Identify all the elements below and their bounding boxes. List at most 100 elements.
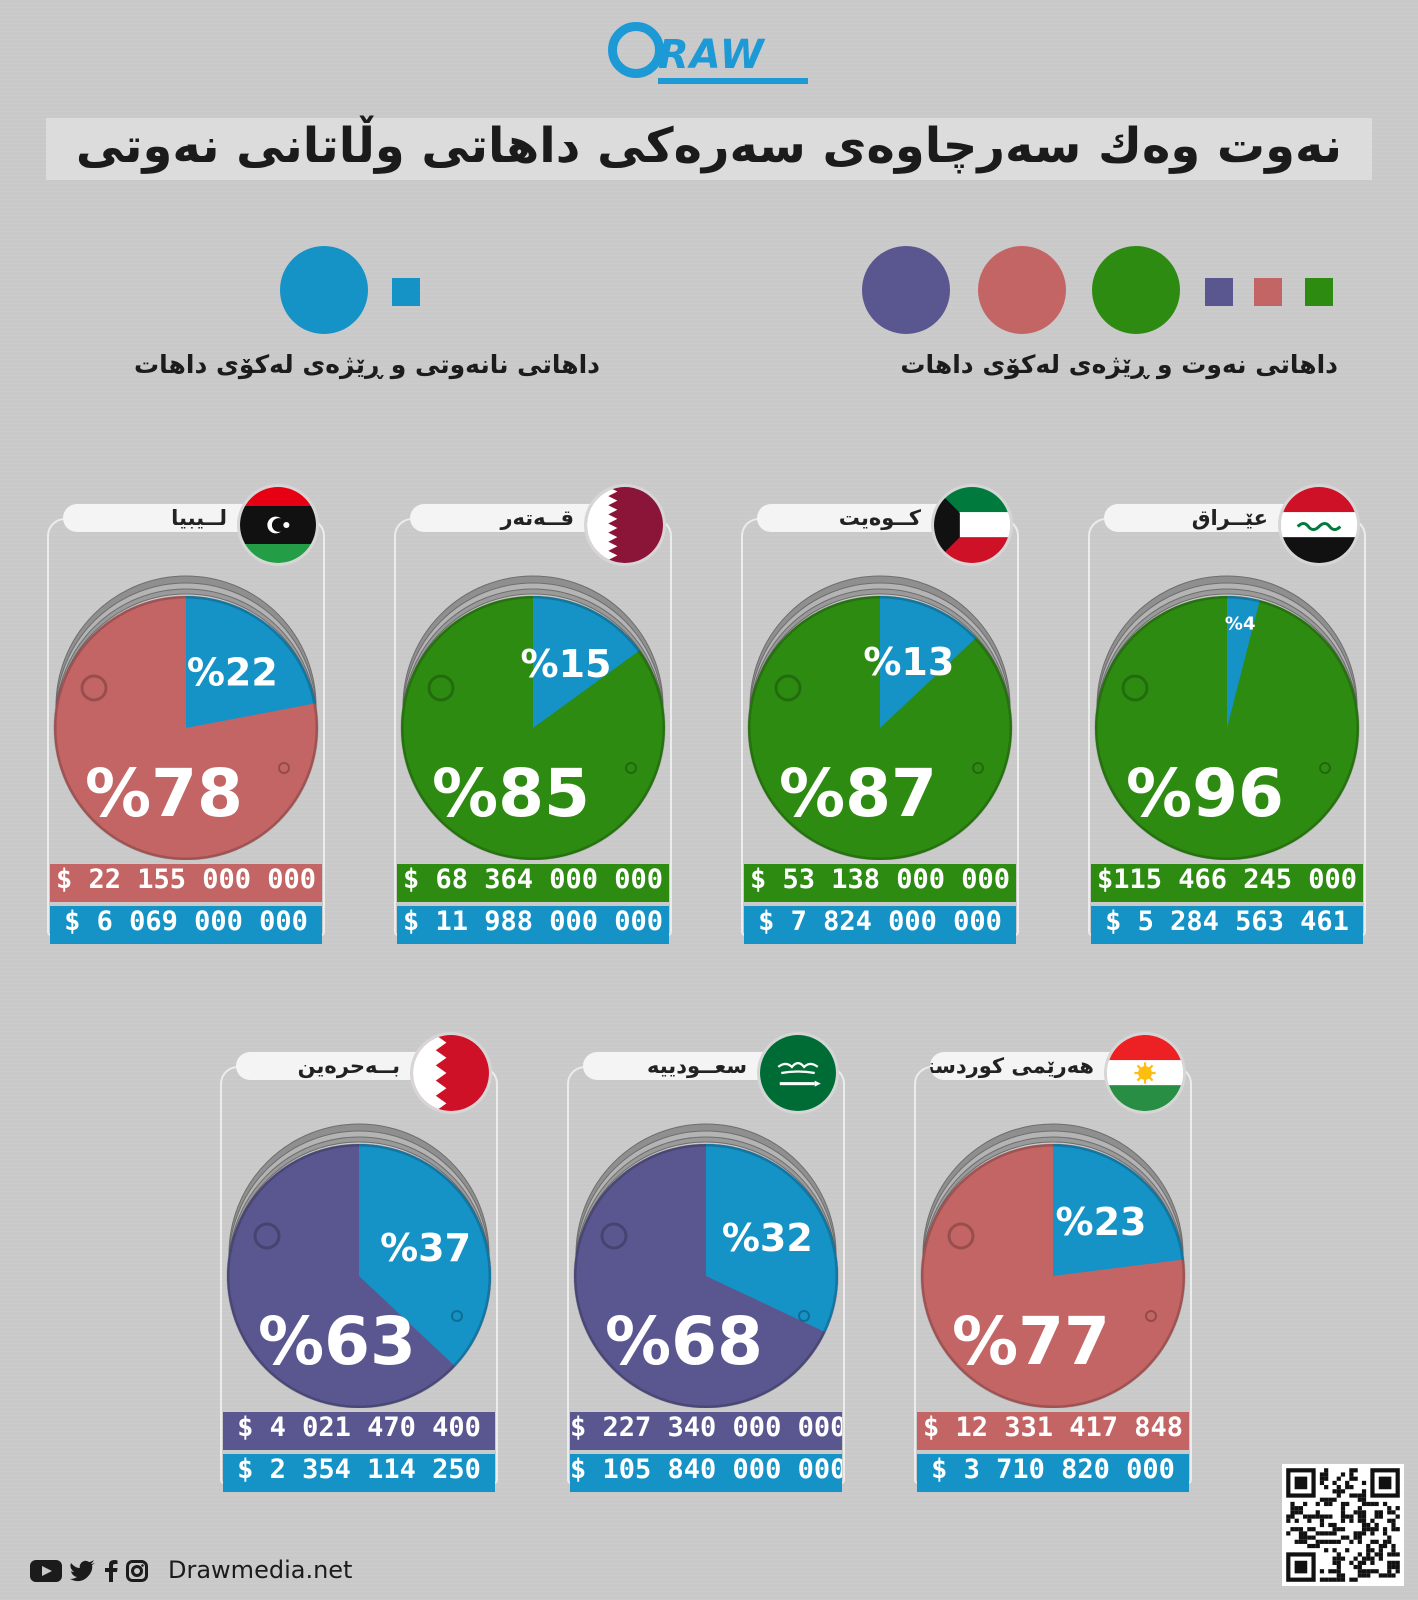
youtube-icon[interactable] bbox=[30, 1560, 62, 1586]
barrel-bung-icon bbox=[947, 1222, 975, 1250]
country-name: لــيبيا bbox=[63, 504, 273, 532]
iraq-flag-icon bbox=[1278, 484, 1360, 566]
legend-swatch-green bbox=[1305, 278, 1333, 306]
oil-revenue: $ 227 340 000 000 bbox=[570, 1412, 842, 1450]
legend-swatch-purple bbox=[1205, 278, 1233, 306]
barrel-bung-icon bbox=[451, 1310, 463, 1322]
legend-circle-purple bbox=[862, 246, 950, 334]
oil-revenue: $115 466 245 000 bbox=[1091, 864, 1363, 902]
nonoil-revenue: $ 5 284 563 461 bbox=[1091, 906, 1363, 944]
nonoil-slice bbox=[1053, 1144, 1184, 1276]
instagram-icon[interactable] bbox=[126, 1560, 148, 1586]
nonoil-revenue: $ 6 069 000 000 bbox=[50, 906, 322, 944]
barrel-bung-icon bbox=[253, 1222, 281, 1250]
barrel-bung-icon bbox=[774, 674, 802, 702]
oil-revenue: $ 12 331 417 848 bbox=[917, 1412, 1189, 1450]
barrel-bung-icon bbox=[80, 674, 108, 702]
barrel-bung-icon bbox=[278, 762, 290, 774]
oil-pct-label: %85 bbox=[432, 755, 590, 832]
pie-chart: %23 %77 bbox=[914, 1108, 1192, 1408]
website-url[interactable]: Drawmedia.net bbox=[168, 1556, 353, 1584]
barrel-edge bbox=[747, 595, 1013, 860]
barrel-bung-icon bbox=[1145, 1310, 1157, 1322]
nonoil-slice bbox=[533, 596, 640, 728]
logo-underline bbox=[658, 78, 808, 84]
nonoil-revenue: $ 3 710 820 000 bbox=[917, 1454, 1189, 1492]
saudi-flag-icon bbox=[757, 1032, 839, 1114]
nonoil-pct-label: %13 bbox=[863, 640, 954, 684]
legend-circle-blue bbox=[280, 246, 368, 334]
nonoil-pct-label: %37 bbox=[380, 1226, 471, 1270]
nonoil-revenue: $ 11 988 000 000 bbox=[397, 906, 669, 944]
barrel-bung-icon bbox=[625, 762, 637, 774]
page-title: نەوت وەك سەرچاوەی سەرەكی داهاتی وڵاتانی … bbox=[75, 118, 1343, 174]
country-card-kuwait: كــوەيت %13 %87 $ 53 138 000 000 $ 7 824 … bbox=[741, 484, 1019, 944]
barrel-bung-icon bbox=[1319, 762, 1331, 774]
nonoil-slice bbox=[1227, 596, 1260, 728]
libya-flag-icon bbox=[237, 484, 319, 566]
oil-revenue: $ 4 021 470 400 bbox=[223, 1412, 495, 1450]
nonoil-slice bbox=[359, 1144, 491, 1367]
nonoil-revenue: $ 7 824 000 000 bbox=[744, 906, 1016, 944]
logo-ring-icon bbox=[608, 22, 664, 78]
country-card-saudi: سعــوديیە %32 %68 $ 227 340 000 000 $ 105… bbox=[567, 1032, 845, 1492]
social-icons bbox=[30, 1558, 148, 1588]
barrel-edge bbox=[573, 1143, 839, 1408]
legend-nonoil-label: داهاتی نانەوتی و ڕێژەی لەكۆی داهات bbox=[134, 350, 600, 379]
barrel-edge bbox=[226, 1143, 492, 1408]
barrel-bung-icon bbox=[600, 1222, 628, 1250]
barrel-bung-icon bbox=[427, 674, 455, 702]
pie-chart: %37 %63 bbox=[220, 1108, 498, 1408]
kurdistan-flag-icon bbox=[1104, 1032, 1186, 1114]
oil-pct-label: %77 bbox=[952, 1303, 1110, 1380]
country-card-libya: لــيبيا %22 %78 $ 22 155 000 000 $ 6 069 … bbox=[47, 484, 325, 944]
draw-logo: RAW bbox=[608, 22, 818, 92]
legend-oil-label: داهاتی نەوت و ڕێژەی لەكۆی داهات bbox=[900, 350, 1338, 379]
nonoil-pct-label: %22 bbox=[187, 651, 278, 695]
country-card-bahrain: بــەحرەین %37 %63 $ 4 021 470 400 $ 2 354… bbox=[220, 1032, 498, 1492]
legend-circle-green bbox=[1092, 246, 1180, 334]
country-card-kurdistan: هەرێمی كوردستان %23%77 $ 12 331 417 848 … bbox=[914, 1032, 1192, 1492]
pie-chart: %22 %78 bbox=[47, 560, 325, 860]
pie-chart: %32 %68 bbox=[567, 1108, 845, 1408]
nonoil-revenue: $ 2 354 114 250 bbox=[223, 1454, 495, 1492]
pie-chart: %4 %96 bbox=[1088, 560, 1366, 860]
nonoil-pct-label: %4 bbox=[1225, 614, 1256, 635]
oil-pct-label: %87 bbox=[779, 755, 937, 832]
legend-circle-red bbox=[978, 246, 1066, 334]
qr-code-icon bbox=[1282, 1464, 1404, 1586]
barrel-bung-icon bbox=[972, 762, 984, 774]
legend-swatch-red bbox=[1254, 278, 1282, 306]
oil-pct-label: %63 bbox=[258, 1303, 416, 1380]
barrel-bung-icon bbox=[798, 1310, 810, 1322]
oil-pct-label: %68 bbox=[605, 1303, 763, 1380]
oil-revenue: $ 68 364 000 000 bbox=[397, 864, 669, 902]
barrel-edge bbox=[400, 595, 666, 860]
barrel-bung-icon bbox=[1121, 674, 1149, 702]
nonoil-pct-label: %32 bbox=[722, 1216, 813, 1260]
title-band bbox=[46, 118, 1372, 180]
country-card-qatar: قــەتەر %15 %85 $ 68 364 000 000 $ 11 988… bbox=[394, 484, 672, 944]
oil-revenue: $ 22 155 000 000 bbox=[50, 864, 322, 902]
barrel-edge bbox=[920, 1143, 1186, 1408]
kuwait-flag-icon bbox=[931, 484, 1013, 566]
oil-revenue: $ 53 138 000 000 bbox=[744, 864, 1016, 902]
oil-pct-label: %96 bbox=[1126, 755, 1284, 832]
legend-swatch-blue bbox=[392, 278, 420, 306]
nonoil-pct-label: %15 bbox=[521, 642, 612, 686]
bahrain-flag-icon bbox=[410, 1032, 492, 1114]
logo-wordmark: RAW bbox=[658, 32, 765, 78]
country-name: سعــوديیە bbox=[583, 1052, 793, 1080]
barrel-edge bbox=[1094, 595, 1360, 860]
oil-pct-label: %78 bbox=[85, 755, 243, 832]
twitter-icon[interactable] bbox=[70, 1560, 96, 1586]
nonoil-slice bbox=[706, 1144, 839, 1333]
nonoil-slice bbox=[186, 596, 316, 728]
nonoil-slice bbox=[880, 596, 977, 728]
pie-chart: %15 %85 bbox=[394, 560, 672, 860]
qatar-flag-icon bbox=[584, 484, 666, 566]
nonoil-revenue: $ 105 840 000 000 bbox=[570, 1454, 842, 1492]
barrel-edge bbox=[53, 595, 319, 860]
facebook-icon[interactable] bbox=[104, 1560, 118, 1586]
nonoil-pct-label: %23 bbox=[1056, 1200, 1147, 1244]
